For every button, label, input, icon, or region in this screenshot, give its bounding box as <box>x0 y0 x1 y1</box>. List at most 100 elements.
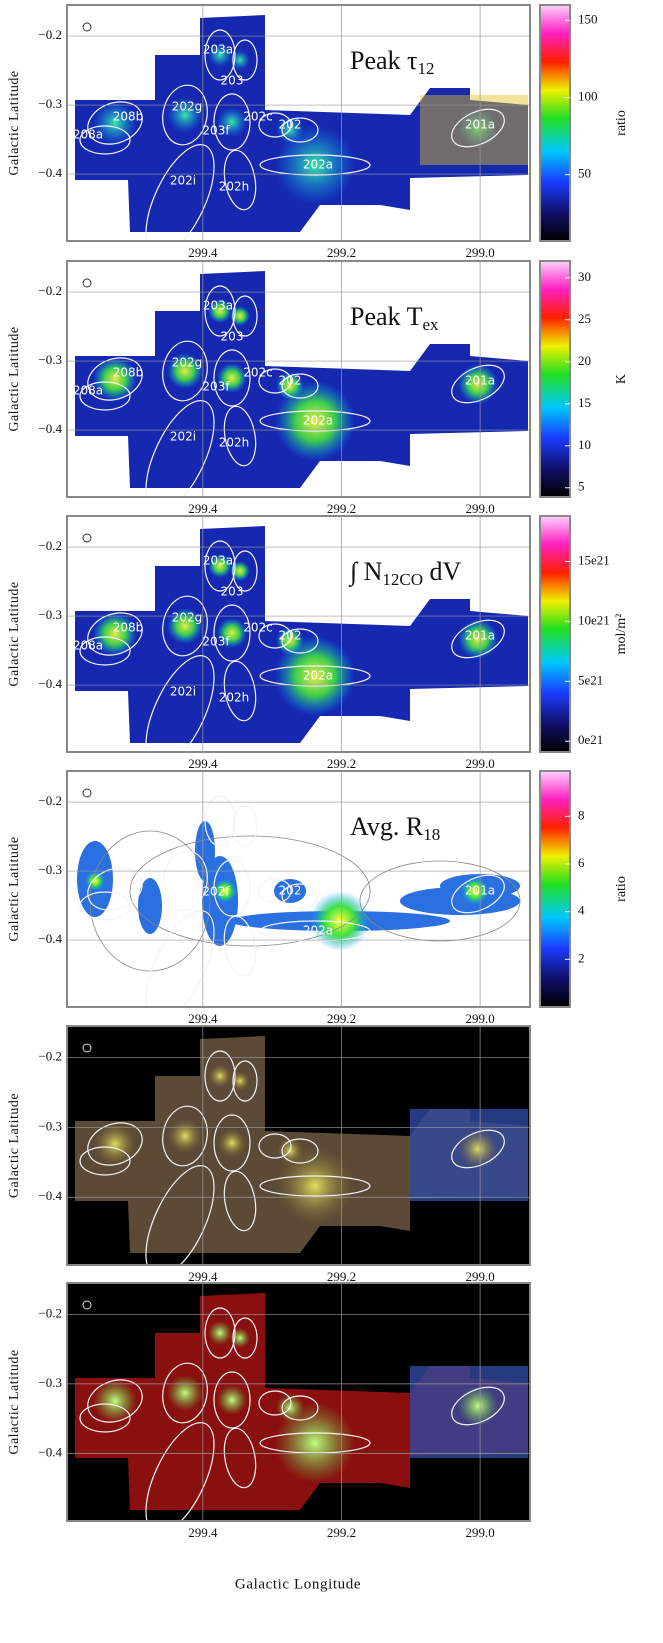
region-label: 202 <box>279 884 302 898</box>
x-tick-label: 299.4 <box>188 245 218 260</box>
x-tick-label: 299.2 <box>327 1525 356 1540</box>
region-label: 202f <box>202 885 230 899</box>
y-tick-label: −0.4 <box>38 676 62 691</box>
y-tick-label: −0.3 <box>38 1375 62 1390</box>
colorbar-label: ratio <box>614 876 629 902</box>
title-text: Peak τ <box>350 46 418 75</box>
y-tick-label: −0.2 <box>38 1048 62 1063</box>
map-emission <box>167 1118 203 1154</box>
region-label: 203f <box>202 380 230 394</box>
region-label: 203 <box>221 330 244 344</box>
map-emission <box>217 1128 247 1158</box>
y-tick-label: −0.3 <box>38 607 62 622</box>
y-tick-label: −0.3 <box>38 1118 62 1133</box>
x-tick-label: 299.4 <box>188 1011 218 1026</box>
y-tick-label: −0.3 <box>38 96 62 111</box>
x-tick-label: 299.4 <box>188 1269 218 1284</box>
x-axis-label: Galactic Longitude <box>235 1576 361 1592</box>
y-tick-label: −0.2 <box>38 538 62 553</box>
colorbar <box>540 771 570 1007</box>
region-label: 202i <box>170 430 196 444</box>
colorbar-tick-label: 20 <box>578 353 591 368</box>
panel: 202f202202a201a299.4299.2299.0−0.2−0.3−0… <box>7 771 629 1031</box>
x-tick-label: 299.2 <box>327 245 356 260</box>
colorbar-tick-label: 10 <box>578 437 591 452</box>
region-label: 202h <box>219 691 250 705</box>
x-tick-label: 299.0 <box>465 756 494 771</box>
colorbar <box>540 261 570 497</box>
colorbar-label: mol/m² <box>614 614 629 655</box>
y-axis-label: Galactic Latitude <box>7 70 22 175</box>
region-label: 202a <box>303 158 333 172</box>
y-tick-label: −0.4 <box>38 1444 62 1459</box>
x-tick-label: 299.4 <box>188 501 218 516</box>
region-label: 203 <box>221 585 244 599</box>
title-text: ∫ N <box>348 557 383 587</box>
map-emission <box>208 1321 232 1345</box>
title-text: Peak T <box>350 302 423 331</box>
panel: 208b208a202g203f202c202202a201a202i202h2… <box>7 5 629 265</box>
panel: 208b208a202g203f202c202202a201a202i202h2… <box>7 516 629 776</box>
colorbar-tick-label: 150 <box>578 11 598 26</box>
x-tick-label: 299.2 <box>327 501 356 516</box>
x-tick-label: 299.0 <box>465 501 494 516</box>
region-label: 202c <box>243 110 273 124</box>
colorbar-tick-label: 5e21 <box>578 672 603 687</box>
figure: 208b208a202g203f202c202202a201a202i202h2… <box>0 0 663 1643</box>
panel: 299.4299.2299.0−0.2−0.3−0.4Galactic Lati… <box>7 1026 530 1286</box>
region-label: 208b <box>113 621 144 635</box>
region-label: 202c <box>243 366 273 380</box>
colorbar-label: ratio <box>614 110 629 136</box>
region-label: 202g <box>172 356 203 370</box>
map-emission <box>458 1386 498 1426</box>
region-label: 208b <box>113 110 144 124</box>
x-tick-label: 299.2 <box>327 1011 356 1026</box>
x-tick-label: 299.4 <box>188 1525 218 1540</box>
region-label: 202 <box>279 118 302 132</box>
y-axis-label: Galactic Latitude <box>7 836 22 941</box>
map-emission <box>208 1064 232 1088</box>
map-emission <box>217 1385 247 1415</box>
region-label: 202a <box>303 924 333 938</box>
y-tick-label: −0.2 <box>38 27 62 42</box>
y-tick-label: −0.4 <box>38 421 62 436</box>
panel: 208b208a202g203f202c202202a201a202i202h2… <box>7 261 629 521</box>
map-emission <box>458 1129 498 1169</box>
y-axis-label: Galactic Latitude <box>7 1093 22 1198</box>
region-label: 202c <box>243 621 273 635</box>
y-tick-label: −0.4 <box>38 1188 62 1203</box>
y-tick-label: −0.2 <box>38 1305 62 1320</box>
title-subscript: 12CO <box>382 570 423 589</box>
region-label: 208a <box>73 384 103 398</box>
region-label: 202g <box>172 611 203 625</box>
y-axis-label: Galactic Latitude <box>7 581 22 686</box>
region-label: 203a <box>203 554 233 568</box>
x-tick-label: 299.0 <box>465 1011 494 1026</box>
colorbar-tick-label: 100 <box>578 89 598 104</box>
x-tick-label: 299.0 <box>465 245 494 260</box>
title-subscript: 12 <box>418 59 435 78</box>
colorbar-tick-label: 30 <box>578 269 591 284</box>
y-tick-label: −0.2 <box>38 793 62 808</box>
region-label: 202g <box>172 100 203 114</box>
colorbar-tick-label: 25 <box>578 311 591 326</box>
colorbar-tick-label: 15e21 <box>578 553 610 568</box>
y-tick-label: −0.2 <box>38 283 62 298</box>
region-label: 203 <box>221 74 244 88</box>
title-text: dV <box>423 557 462 586</box>
map-emission <box>85 871 105 891</box>
colorbar-tick-label: 2 <box>578 950 585 965</box>
y-tick-label: −0.3 <box>38 352 62 367</box>
x-tick-label: 299.2 <box>327 1269 356 1284</box>
title-text: Avg. R <box>350 812 424 841</box>
x-tick-label: 299.4 <box>188 756 218 771</box>
region-label: 202h <box>219 436 250 450</box>
region-label: 202 <box>279 374 302 388</box>
region-label: 208b <box>113 366 144 380</box>
x-tick-label: 299.0 <box>465 1525 494 1540</box>
colorbar-tick-label: 5 <box>578 479 585 494</box>
colorbar <box>540 5 570 241</box>
region-label: 208a <box>73 128 103 142</box>
region-label: 202a <box>303 669 333 683</box>
